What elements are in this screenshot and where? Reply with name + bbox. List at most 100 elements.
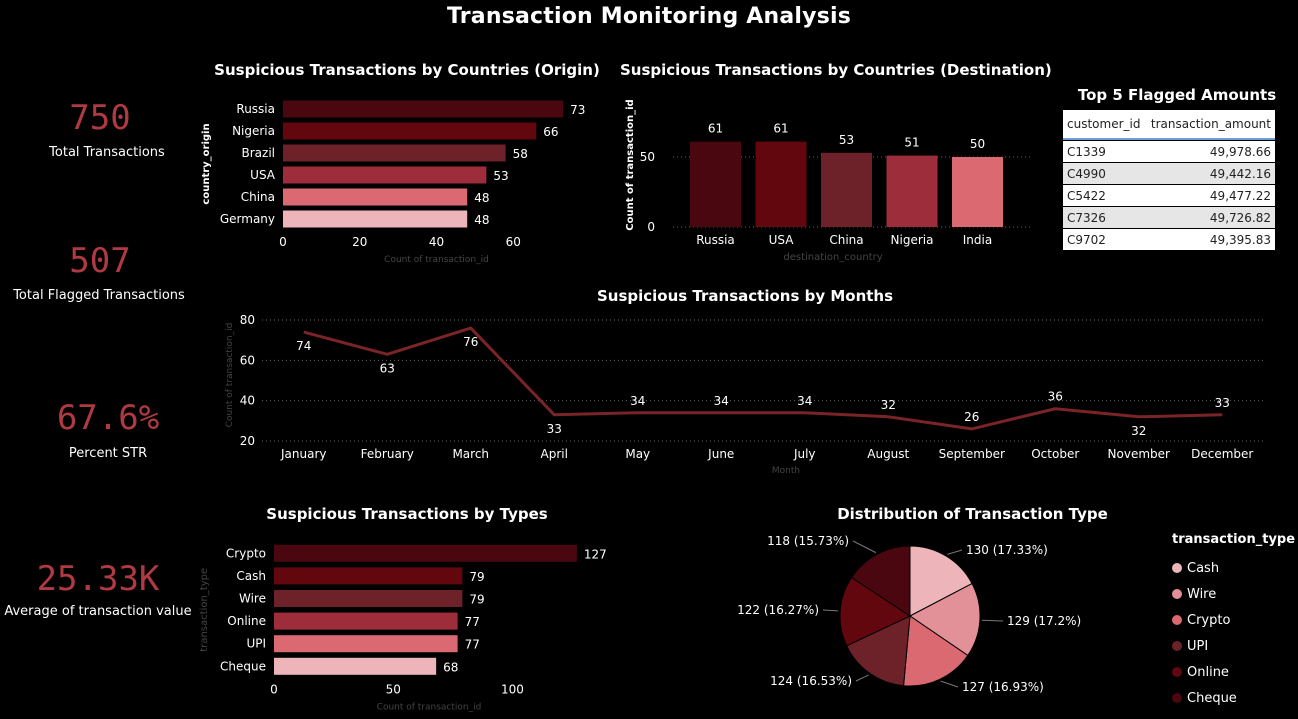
slice-label: 127 (16.93%) xyxy=(962,680,1044,694)
top5-header-customer[interactable]: customer_id xyxy=(1063,110,1146,140)
pie-slice[interactable] xyxy=(839,576,912,647)
y-tick-label: 40 xyxy=(240,394,255,408)
bar[interactable] xyxy=(274,657,437,675)
bar[interactable] xyxy=(690,141,741,227)
bar[interactable] xyxy=(283,100,564,118)
data-label: 68 xyxy=(443,660,458,674)
origin-chart-title: Suspicious Transactions by Countries (Or… xyxy=(214,61,600,79)
data-label: 53 xyxy=(493,169,508,183)
table-row[interactable]: C9702 49,395.83 xyxy=(1063,228,1275,250)
bar[interactable] xyxy=(274,544,577,562)
origin-bar-chart: Russia 73 Nigeria 66 Brazil 58 USA 53 China 48 Ger… xyxy=(201,100,585,265)
month-label: June xyxy=(707,447,734,461)
bar[interactable] xyxy=(274,635,458,653)
bar[interactable] xyxy=(821,152,872,227)
bar[interactable] xyxy=(274,612,458,630)
month-label: April xyxy=(541,447,568,461)
legend-item-cash[interactable]: Cash xyxy=(1172,555,1295,581)
category-label: Russia xyxy=(236,102,275,116)
kpi-total-transactions-label: Total Transactions xyxy=(49,145,165,160)
amount-cell: 49,395.83 xyxy=(1145,228,1275,250)
x-axis-label: Count of transaction_id xyxy=(384,255,489,265)
category-label: Crypto xyxy=(226,546,266,560)
kpi-avg-label: Average of transaction value xyxy=(4,604,192,619)
pie-slice[interactable] xyxy=(845,615,911,687)
data-label: 48 xyxy=(474,191,489,205)
legend-item-online[interactable]: Online xyxy=(1172,659,1295,685)
x-tick-label: 40 xyxy=(429,235,444,249)
y-tick-label: 80 xyxy=(240,313,255,327)
category-label: China xyxy=(241,190,275,204)
data-label: 34 xyxy=(797,394,812,408)
legend-item-crypto[interactable]: Crypto xyxy=(1172,607,1295,633)
data-label: 48 xyxy=(474,213,489,227)
category-label: Online xyxy=(227,614,266,628)
types-bar-chart: Crypto 127 Cash 79 Wire 79 Online 77 UPI 77 Cheque… xyxy=(199,544,607,713)
x-tick-label: 50 xyxy=(386,683,401,697)
month-label: July xyxy=(793,447,816,461)
customer-id-cell: C5422 xyxy=(1063,184,1146,207)
leader-line xyxy=(981,619,1004,622)
data-label: 74 xyxy=(296,339,311,353)
data-label: 76 xyxy=(463,335,478,349)
data-label: 79 xyxy=(469,570,484,584)
types-chart-title: Suspicious Transactions by Types xyxy=(266,505,548,523)
month-label: September xyxy=(939,447,1005,461)
pie-chart-title: Distribution of Transaction Type xyxy=(837,505,1108,523)
y-axis-label: country_origin xyxy=(201,123,212,204)
data-label: 66 xyxy=(543,125,558,139)
legend-dot-icon xyxy=(1172,693,1182,703)
top5-header-amount[interactable]: transaction_amount xyxy=(1145,110,1275,140)
pie-slice[interactable] xyxy=(909,545,973,617)
slice-label: 124 (16.53%) xyxy=(770,674,852,688)
kpi-flagged-value: 507 xyxy=(69,241,131,281)
pie-legend: transaction_type Cash Wire Crypto UPI On… xyxy=(1172,532,1295,711)
legend-dot-icon xyxy=(1172,589,1182,599)
pie-slice[interactable] xyxy=(850,545,911,617)
amount-cell: 49,978.66 xyxy=(1145,140,1275,163)
months-chart-title: Suspicious Transactions by Months xyxy=(596,287,894,305)
legend-item-upi[interactable]: UPI xyxy=(1172,633,1295,659)
table-row[interactable]: C1339 49,978.66 xyxy=(1063,140,1275,163)
bar[interactable] xyxy=(283,188,468,206)
bar[interactable] xyxy=(283,166,487,184)
bar[interactable] xyxy=(283,144,506,162)
data-label: 32 xyxy=(881,398,896,412)
category-label: UPI xyxy=(246,637,266,651)
y-axis-label: Count of transaction_id xyxy=(625,99,636,230)
y-tick-label: 20 xyxy=(240,434,255,448)
legend-item-wire[interactable]: Wire xyxy=(1172,581,1295,607)
amount-cell: 49,477.22 xyxy=(1145,184,1275,207)
pie-slice[interactable] xyxy=(909,582,981,657)
legend-dot-icon xyxy=(1172,615,1182,625)
pie-slice[interactable] xyxy=(903,615,969,687)
data-label: 34 xyxy=(630,394,645,408)
bar[interactable] xyxy=(274,567,463,585)
category-label: Cash xyxy=(236,569,266,583)
customer-id-cell: C9702 xyxy=(1063,228,1146,250)
data-label: 50 xyxy=(970,137,985,151)
bar[interactable] xyxy=(274,590,463,607)
legend-dot-icon xyxy=(1172,563,1182,573)
bar[interactable] xyxy=(886,155,938,227)
legend-label: Crypto xyxy=(1187,612,1231,628)
category-label: China xyxy=(829,233,863,247)
month-label: November xyxy=(1108,447,1170,461)
top5-title: Top 5 Flagged Amounts xyxy=(1077,86,1277,104)
x-axis-label: Month xyxy=(772,466,800,476)
category-label: Germany xyxy=(220,212,275,226)
bar[interactable] xyxy=(755,141,807,227)
bar[interactable] xyxy=(283,210,468,228)
table-row[interactable]: C4990 49,442.16 xyxy=(1063,162,1275,185)
month-label: February xyxy=(361,447,414,461)
x-tick-label: 100 xyxy=(501,683,524,697)
slice-label: 122 (16.27%) xyxy=(737,603,819,617)
bar[interactable] xyxy=(283,122,537,140)
legend-label: Online xyxy=(1187,664,1229,680)
legend-item-cheque[interactable]: Cheque xyxy=(1172,685,1295,711)
table-row[interactable]: C5422 49,477.22 xyxy=(1063,184,1275,207)
bar[interactable] xyxy=(952,157,1003,227)
table-row[interactable]: C7326 49,726.82 xyxy=(1063,206,1275,229)
data-label: 73 xyxy=(570,103,585,117)
data-label: 53 xyxy=(839,133,854,147)
